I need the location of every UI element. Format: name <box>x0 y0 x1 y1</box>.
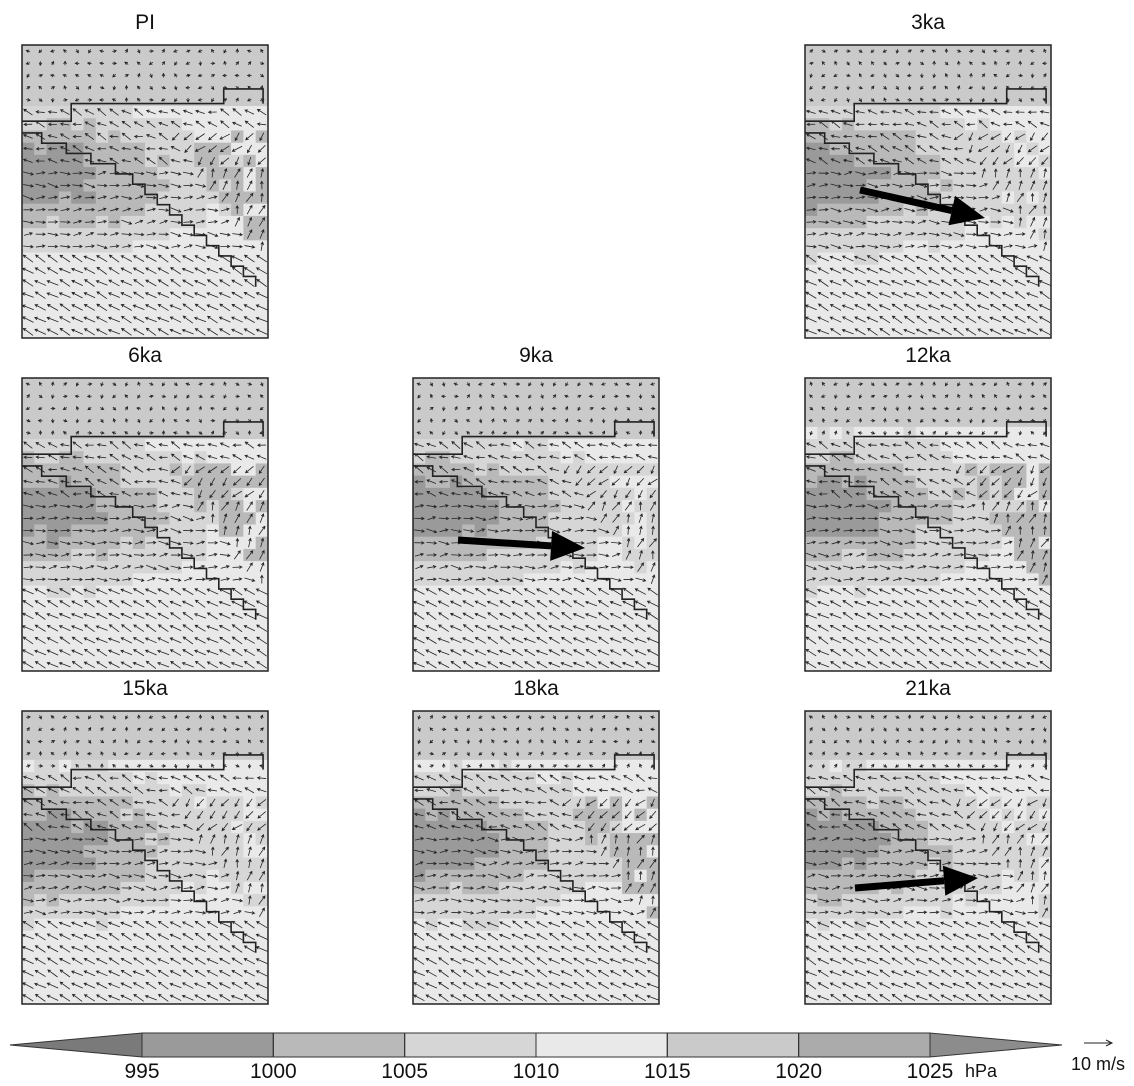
map-panel <box>22 711 268 1004</box>
colorbar-unit: hPa <box>965 1061 998 1081</box>
panel-title: 21ka <box>905 677 951 700</box>
panel-title: 18ka <box>513 677 559 700</box>
colorbar-segment <box>536 1033 667 1057</box>
panel-title: 6ka <box>128 344 162 367</box>
map-panel <box>22 45 268 338</box>
colorbar-label: 995 <box>124 1060 159 1081</box>
map-panel <box>22 378 268 671</box>
map-panel <box>413 378 659 671</box>
figure: PI 3ka 6ka 9ka 12ka 15ka 18ka 21ka 995 1000 1005 10… <box>0 0 1134 1081</box>
panel-title: 9ka <box>519 344 553 367</box>
map-panel <box>413 711 659 1004</box>
colorbar-label: 1010 <box>513 1060 560 1081</box>
colorbar-label: 1000 <box>250 1060 297 1081</box>
map-panel <box>805 378 1051 671</box>
colorbar-segment <box>667 1033 798 1057</box>
map-panel <box>805 45 1051 338</box>
colorbar-segment <box>142 1033 273 1057</box>
colorbar-segment <box>799 1033 930 1057</box>
panel-title: 3ka <box>911 11 945 34</box>
colorbar-label: 1015 <box>644 1060 691 1081</box>
panel-title: 15ka <box>122 677 168 700</box>
colorbar-label: 1020 <box>775 1060 822 1081</box>
reference-label: 10 m/s <box>1071 1054 1125 1074</box>
colorbar-extend-low <box>10 1033 142 1057</box>
colorbar-label: 1005 <box>381 1060 428 1081</box>
colorbar-extend-high <box>930 1033 1062 1057</box>
colorbar-segment <box>405 1033 536 1057</box>
colorbar-segment <box>273 1033 404 1057</box>
panel-title: 12ka <box>905 344 951 367</box>
map-panel <box>805 711 1051 1004</box>
panel-title: PI <box>135 11 155 34</box>
colorbar-label: 1025 <box>907 1060 954 1081</box>
